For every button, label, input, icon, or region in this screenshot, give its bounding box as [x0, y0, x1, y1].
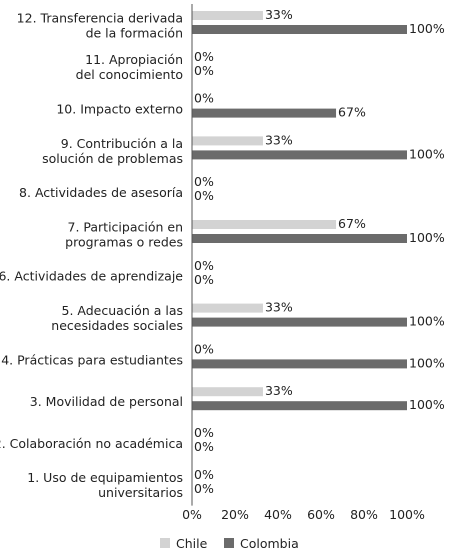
value-label: 0%	[194, 91, 214, 106]
value-label: 33%	[265, 132, 293, 147]
value-label: 100%	[409, 230, 445, 245]
category-label: programas o redes	[65, 234, 183, 249]
category-label: 11. Apropiación	[85, 52, 183, 67]
category-label: 2. Colaboración no académica	[0, 436, 183, 451]
value-label: 0%	[194, 174, 214, 189]
value-label: 0%	[194, 341, 214, 356]
value-label: 33%	[265, 7, 293, 22]
value-label: 0%	[194, 467, 214, 482]
value-label: 0%	[194, 188, 214, 203]
legend-swatch-colombia	[224, 538, 234, 548]
bar-chile	[192, 220, 337, 229]
x-tick-labels: 0% 20% 40% 60% 80% 100%	[182, 507, 425, 522]
value-label: 100%	[409, 397, 445, 412]
value-label: 100%	[409, 314, 445, 329]
value-label: 100%	[409, 21, 445, 36]
category-label: de la formación	[86, 25, 183, 40]
category-label: 5. Adecuación a las	[62, 303, 183, 318]
category-label: 8. Actividades de asesoría	[19, 185, 183, 200]
category-label: 1. Uso de equipamientos	[27, 470, 183, 485]
x-tick-label: 20%	[221, 507, 249, 522]
value-label: 0%	[194, 272, 214, 287]
category-label: solución de problemas	[42, 151, 183, 166]
bars	[192, 11, 407, 411]
bar-colombia	[192, 25, 407, 34]
value-label: 0%	[194, 481, 214, 496]
bar-colombia	[192, 150, 407, 160]
bar-colombia	[192, 359, 407, 369]
legend: Chile Colombia	[160, 536, 299, 551]
bar-colombia	[192, 401, 407, 411]
category-label: 3. Movilidad de personal	[30, 394, 183, 409]
bar-chile	[192, 11, 263, 20]
value-label: 0%	[194, 258, 214, 273]
value-label: 0%	[194, 439, 214, 454]
value-label: 0%	[194, 425, 214, 440]
value-label: 0%	[194, 63, 214, 78]
category-label: 9. Contribución a la	[61, 136, 183, 151]
x-tick-label: 0%	[182, 507, 202, 522]
legend-label-colombia: Colombia	[240, 536, 299, 551]
bar-colombia	[192, 234, 407, 243]
legend-swatch-chile	[160, 538, 170, 548]
category-label: necesidades sociales	[51, 318, 183, 333]
bar-chile	[192, 303, 263, 313]
category-label: 10. Impacto externo	[56, 102, 183, 117]
value-label: 67%	[338, 105, 366, 120]
bar-chile	[192, 387, 263, 397]
category-label: universitarios	[98, 485, 183, 500]
x-tick-label: 40%	[264, 507, 292, 522]
value-label: 33%	[265, 383, 293, 398]
bar-colombia	[192, 317, 407, 327]
category-label: 7. Participación en	[68, 219, 184, 234]
category-label: del conocimiento	[76, 67, 183, 82]
value-labels: 33%100%0%0%0%67%33%100%0%0%67%100%0%0%33…	[194, 7, 445, 496]
value-label: 0%	[194, 49, 214, 64]
x-tick-label: 80%	[350, 507, 378, 522]
value-label: 100%	[409, 355, 445, 370]
category-label: 12. Transferencia derivada	[17, 10, 183, 25]
value-label: 67%	[338, 216, 366, 231]
category-label: 6. Actividades de aprendizaje	[0, 269, 183, 284]
bar-chile	[192, 136, 263, 146]
category-label: 4. Prácticas para estudiantes	[1, 352, 183, 367]
bar-colombia	[192, 108, 337, 118]
x-tick-label: 60%	[307, 507, 335, 522]
value-label: 100%	[409, 146, 445, 161]
value-label: 33%	[265, 300, 293, 315]
legend-label-chile: Chile	[176, 536, 208, 551]
x-tick-label: 100%	[389, 507, 425, 522]
